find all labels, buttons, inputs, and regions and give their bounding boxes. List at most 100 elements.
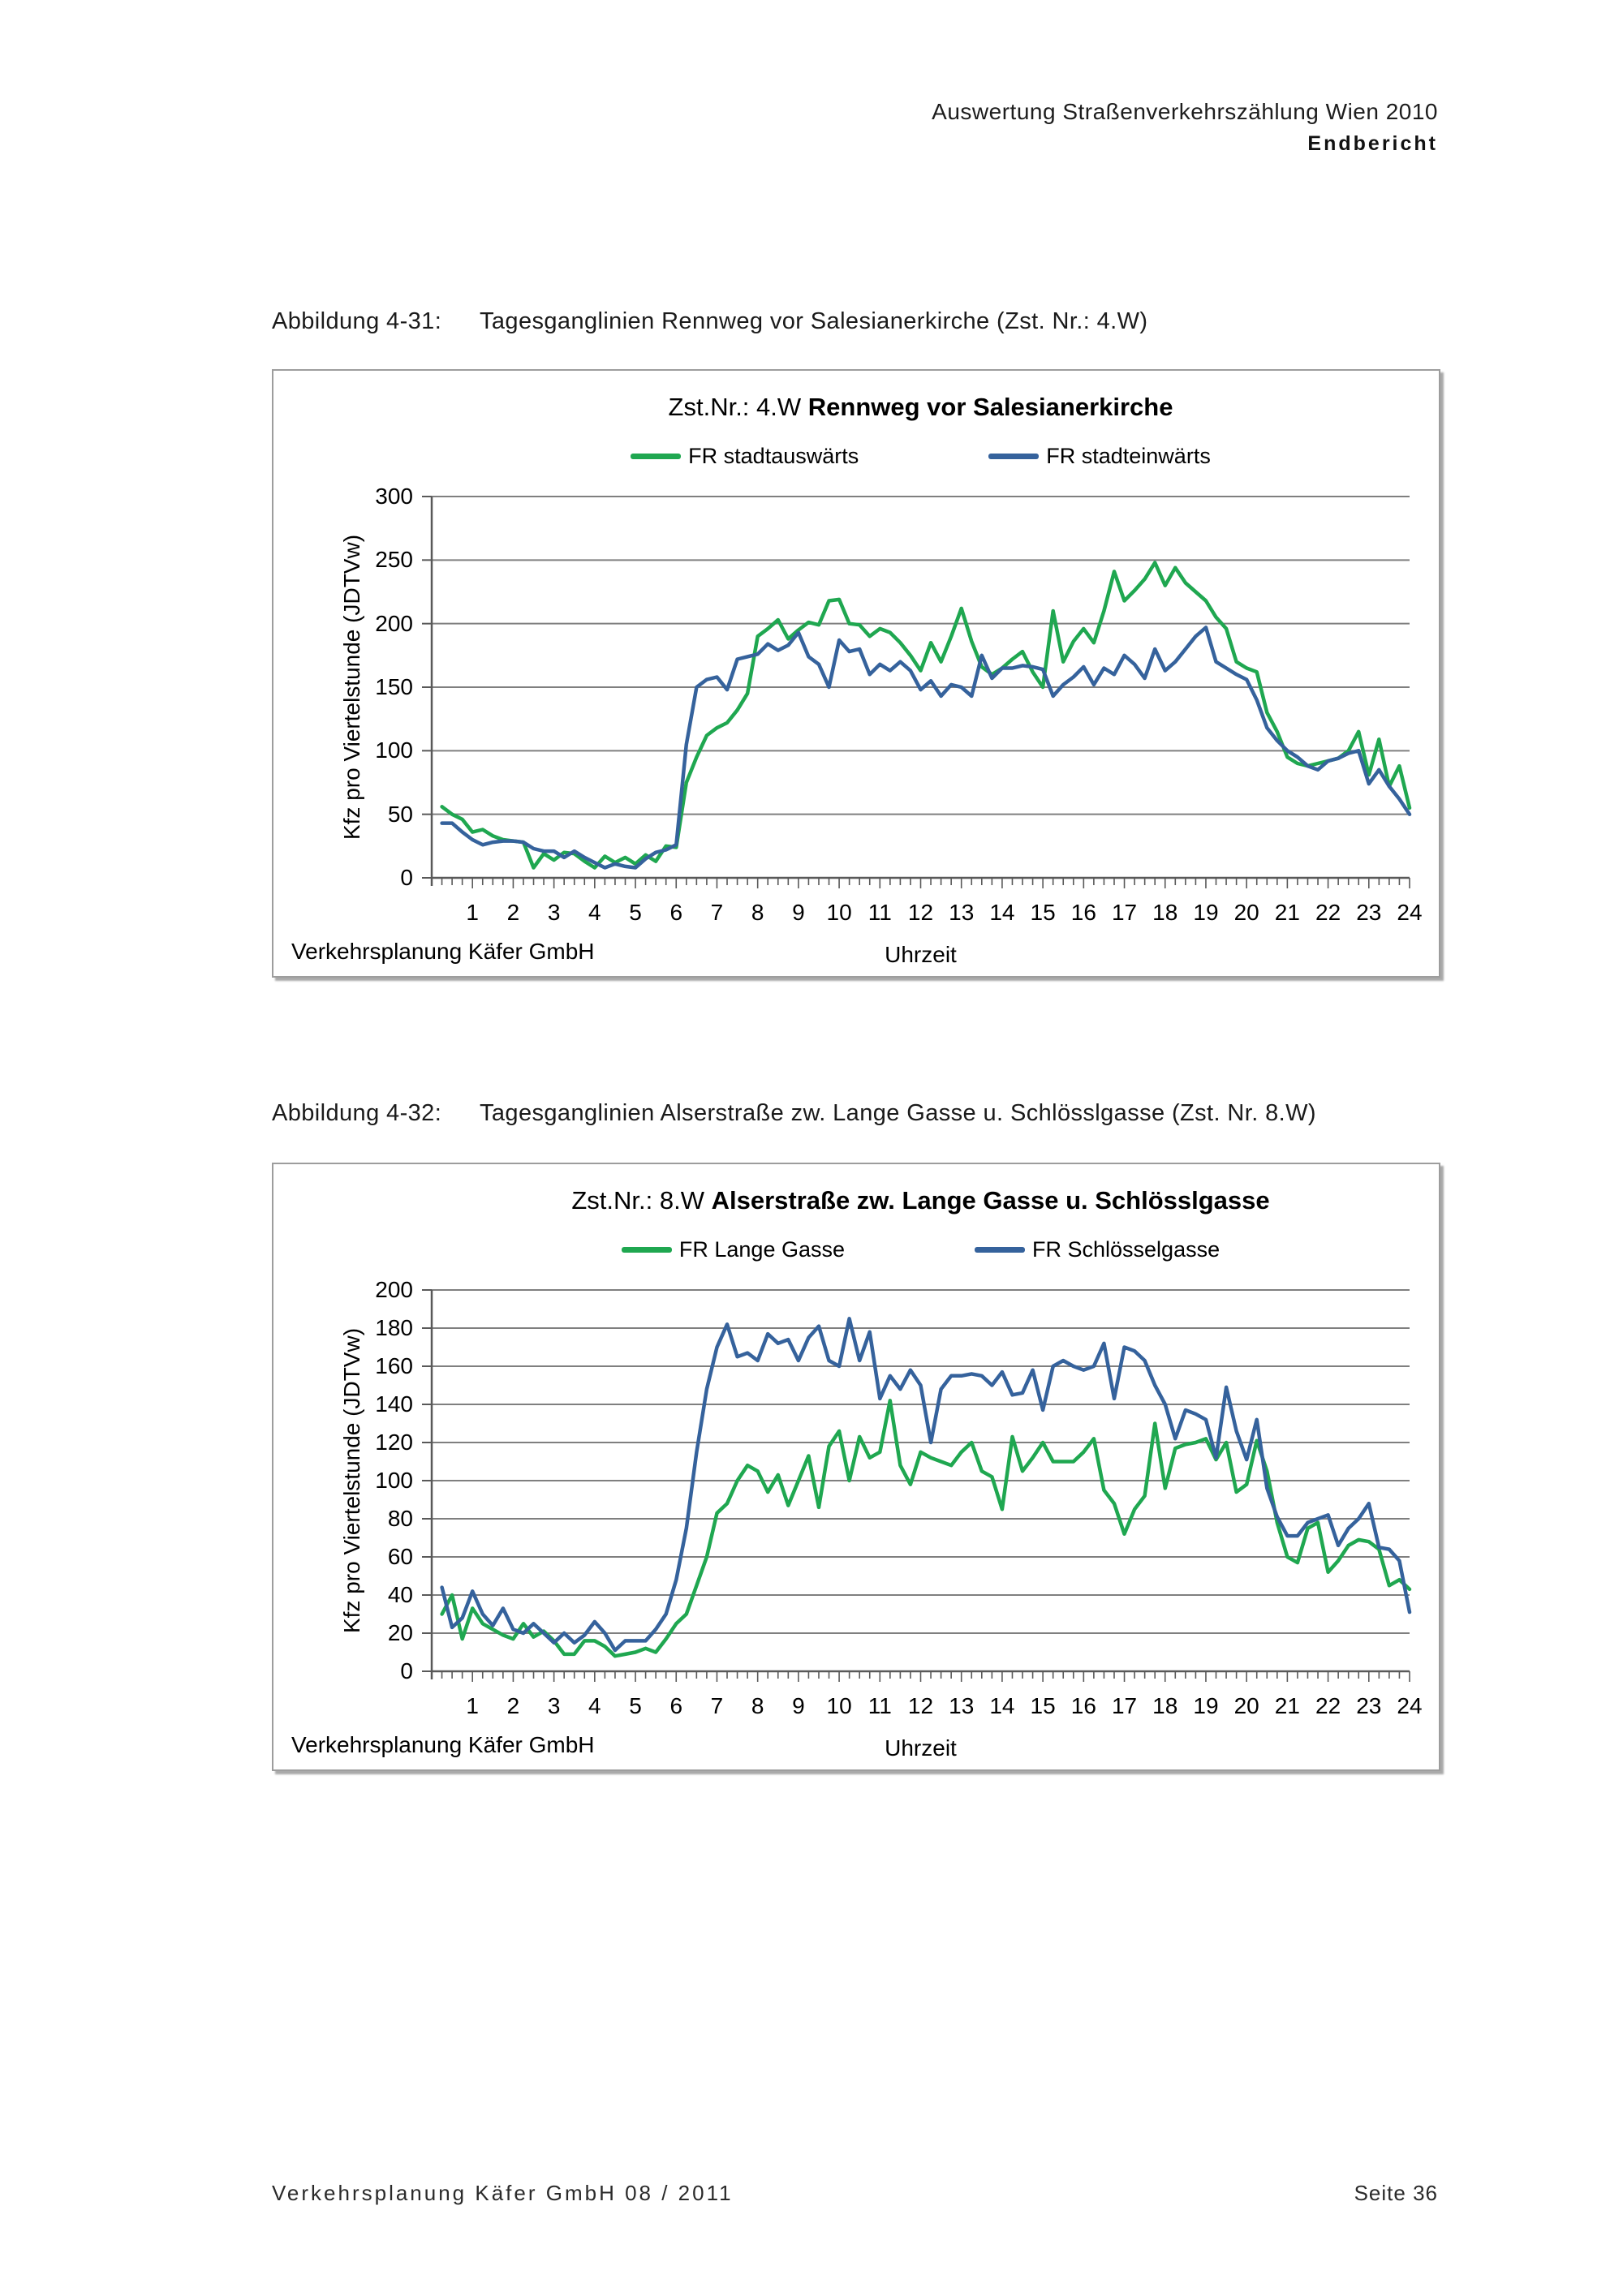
y-tick-label: 100 <box>375 1468 413 1493</box>
x-tick-label: 22 <box>1315 1693 1341 1718</box>
x-tick-label: 2 <box>506 1693 520 1718</box>
x-tick-label: 18 <box>1152 1693 1178 1718</box>
x-tick-label: 24 <box>1397 900 1423 925</box>
x-tick-label: 9 <box>792 900 805 925</box>
x-tick-label: 9 <box>792 1693 805 1718</box>
x-tick-labels: 1 2 3 4 5 6 7 8 9 10 11 12 13 14 15 16 17 18 19 20 21 22 23 24 <box>432 1693 1422 1721</box>
x-tick-label: 10 <box>826 900 852 925</box>
header-subtitle: Endbericht <box>1307 132 1438 155</box>
x-tick-label: 21 <box>1274 900 1300 925</box>
y-tick-labels: 0 20 40 60 80 100 120 140 160 180 200 <box>322 1277 413 1683</box>
chart-title-main: Alserstraße zw. Lange Gasse u. Schlösslg… <box>711 1186 1270 1215</box>
y-tick-label: 150 <box>375 674 413 699</box>
x-tick-label: 6 <box>669 900 683 925</box>
x-tick-label: 12 <box>907 1693 934 1718</box>
x-tick-label: 11 <box>867 1693 892 1718</box>
page-footer: Verkehrsplanung Käfer GmbH 08 / 2011 Sei… <box>272 2181 1438 2206</box>
x-tick-label: 4 <box>588 900 601 925</box>
y-tick-label: 250 <box>375 547 413 573</box>
chart-title: Zst.Nr.: 4.W Rennweg vor Salesianerkirch… <box>432 393 1410 422</box>
caption-text: Tagesganglinien Rennweg vor Salesianerki… <box>480 308 1148 334</box>
series-line-fr-schlösselgasse <box>440 1317 1412 1653</box>
y-tick-labels: 0 50 100 150 200 250 300 <box>322 484 413 890</box>
x-tick-label: 19 <box>1193 900 1219 925</box>
legend-label: FR stadtauswärts <box>688 444 859 468</box>
legend-line-green-icon <box>631 454 682 459</box>
chart-legend: FR Lange Gasse FR Schlösselgasse <box>432 1237 1410 1262</box>
x-tick-label: 5 <box>629 900 642 925</box>
x-tick-label: 13 <box>949 900 975 925</box>
x-tick-label: 8 <box>751 900 764 925</box>
x-tick-label: 1 <box>466 900 479 925</box>
x-tick-label: 7 <box>710 1693 724 1718</box>
x-axis-title: Uhrzeit <box>885 1735 957 1761</box>
x-tick-label: 16 <box>1070 1693 1096 1718</box>
x-tick-label: 15 <box>1030 1693 1056 1718</box>
figure-caption-2: Abbildung 4-32: Tagesganglinien Alserstra… <box>272 1100 1489 1127</box>
series-line-fr-lange-gasse <box>440 1399 1412 1658</box>
legend-item-stadtauswaerts: FR stadtauswärts <box>631 444 859 469</box>
chart-title-main: Rennweg vor Salesianerkirche <box>807 393 1173 421</box>
x-tick-label: 15 <box>1030 900 1056 925</box>
x-tick-label: 20 <box>1233 900 1259 925</box>
footer-page-number: Seite 36 <box>1354 2181 1438 2205</box>
chart-rennweg: Zst.Nr.: 4.W Rennweg vor Salesianerkirch… <box>272 369 1440 978</box>
y-tick-label: 0 <box>400 1658 413 1683</box>
y-tick-label: 140 <box>375 1391 413 1417</box>
page-header: Auswertung Straßenverkehrszählung Wien 2… <box>932 99 1438 156</box>
legend-line-blue-icon <box>975 1247 1025 1253</box>
plot-area <box>422 1289 1412 1682</box>
x-tick-label: 20 <box>1233 1693 1259 1718</box>
x-tick-label: 3 <box>547 1693 561 1718</box>
y-tick-label: 50 <box>387 801 413 827</box>
chart-legend: FR stadtauswärts FR stadteinwärts <box>432 444 1410 469</box>
legend-line-blue-icon <box>988 454 1040 459</box>
x-axis-title: Uhrzeit <box>885 942 957 967</box>
x-tick-label: 23 <box>1356 900 1382 925</box>
x-tick-label: 3 <box>547 900 561 925</box>
legend-label: FR Lange Gasse <box>678 1237 845 1262</box>
y-tick-label: 160 <box>375 1353 413 1378</box>
caption-label: Abbildung 4-31: <box>272 308 442 334</box>
legend-item-schloesselgasse: FR Schlösselgasse <box>975 1237 1220 1262</box>
y-tick-label: 60 <box>387 1544 413 1569</box>
x-tick-label: 1 <box>466 1693 479 1718</box>
x-tick-labels: 1 2 3 4 5 6 7 8 9 10 11 12 13 14 15 16 17 18 19 20 21 22 23 24 <box>432 900 1422 927</box>
x-tick-label: 16 <box>1070 900 1096 925</box>
figure-caption-1: Abbildung 4-31: Tagesganglinien Rennweg v… <box>272 308 1489 335</box>
y-tick-label: 300 <box>375 484 413 509</box>
y-tick-label: 20 <box>387 1620 413 1645</box>
x-tick-label: 4 <box>588 1693 601 1718</box>
x-tick-label: 24 <box>1397 1693 1423 1718</box>
y-tick-label: 200 <box>375 610 413 636</box>
y-tick-label: 120 <box>375 1430 413 1455</box>
legend-label: FR Schlösselgasse <box>1032 1237 1220 1262</box>
x-tick-label: 17 <box>1111 900 1138 925</box>
x-tick-label: 8 <box>751 1693 764 1718</box>
x-tick-label: 14 <box>989 1693 1015 1718</box>
x-tick-label: 2 <box>506 900 520 925</box>
header-title: Auswertung Straßenverkehrszählung Wien 2… <box>932 99 1438 124</box>
x-tick-label: 13 <box>949 1693 975 1718</box>
source-note: Verkehrsplanung Käfer GmbH <box>291 939 595 964</box>
y-tick-label: 200 <box>375 1277 413 1302</box>
y-tick-label: 80 <box>387 1506 413 1531</box>
chart-title-prefix: Zst.Nr.: 8.W <box>571 1186 712 1215</box>
x-tick-label: 11 <box>867 900 892 925</box>
caption-text: Tagesganglinien Alserstraße zw. Lange Ga… <box>480 1100 1316 1126</box>
legend-item-stadteinwaerts: FR stadteinwärts <box>988 444 1211 469</box>
y-tick-label: 180 <box>375 1315 413 1340</box>
x-tick-label: 18 <box>1152 900 1178 925</box>
x-tick-label: 6 <box>669 1693 683 1718</box>
y-tick-label: 100 <box>375 737 413 763</box>
x-tick-label: 22 <box>1315 900 1341 925</box>
y-tick-label: 0 <box>400 865 413 890</box>
x-tick-label: 10 <box>826 1693 852 1718</box>
x-tick-label: 21 <box>1274 1693 1300 1718</box>
x-tick-label: 5 <box>629 1693 642 1718</box>
x-tick-label: 23 <box>1356 1693 1382 1718</box>
caption-label: Abbildung 4-32: <box>272 1100 442 1126</box>
series-line-fr-stadtauswärts <box>440 561 1412 870</box>
x-tick-label: 17 <box>1111 1693 1138 1718</box>
plot-area <box>422 496 1412 888</box>
